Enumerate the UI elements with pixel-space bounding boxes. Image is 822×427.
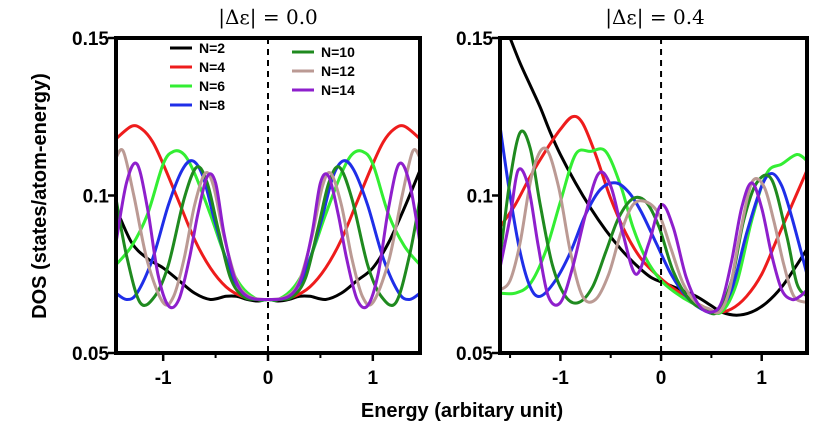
y-tick-label: 0.1 [467, 187, 494, 208]
x-tick-label: 0 [656, 368, 667, 389]
panel-title: |Δε| = 0.0 [218, 5, 318, 30]
legend-label-n-14: N=14 [321, 82, 355, 98]
legend-label-n-6: N=6 [199, 78, 225, 94]
x-axis-label: Energy (arbitary unit) [361, 400, 563, 422]
legend-label-n-4: N=4 [199, 59, 225, 75]
x-tick-label: -1 [155, 368, 172, 389]
series-line-n-12 [500, 146, 807, 315]
x-tick-label: -1 [552, 368, 569, 389]
y-tick-label: 0.15 [456, 29, 493, 50]
legend-label-n-10: N=10 [321, 44, 355, 60]
x-tick-label: 0 [263, 368, 274, 389]
series-line-n-2 [508, 38, 807, 317]
legend-label-n-12: N=12 [321, 63, 355, 79]
x-tick-label: 1 [756, 368, 767, 389]
legend-label-n-8: N=8 [199, 97, 225, 113]
y-axis-label: DOS (states/atom-energy) [29, 73, 51, 319]
series-line-n-14 [116, 161, 420, 310]
legend-label-n-2: N=2 [199, 40, 225, 56]
y-tick-label: 0.1 [83, 187, 110, 208]
y-tick-label: 0.05 [72, 344, 109, 365]
y-tick-label: 0.15 [72, 29, 109, 50]
panel-title: |Δε| = 0.4 [605, 5, 705, 30]
y-tick-label: 0.05 [456, 344, 493, 365]
x-tick-label: 1 [368, 368, 379, 389]
panel-delta-0-0: |Δε| = 0.0 -1 0 10.050.10.15 N=2N=4N=6N=8N… [72, 5, 422, 389]
panel-delta-0-4: |Δε| = 0.4 -1 0 1 0.05 0.1 0.15 [456, 5, 809, 389]
series-line-n-4 [500, 114, 807, 314]
legend: N=2 N=4 N=6 N=8 N=10 N=12 N=14 [170, 40, 355, 113]
